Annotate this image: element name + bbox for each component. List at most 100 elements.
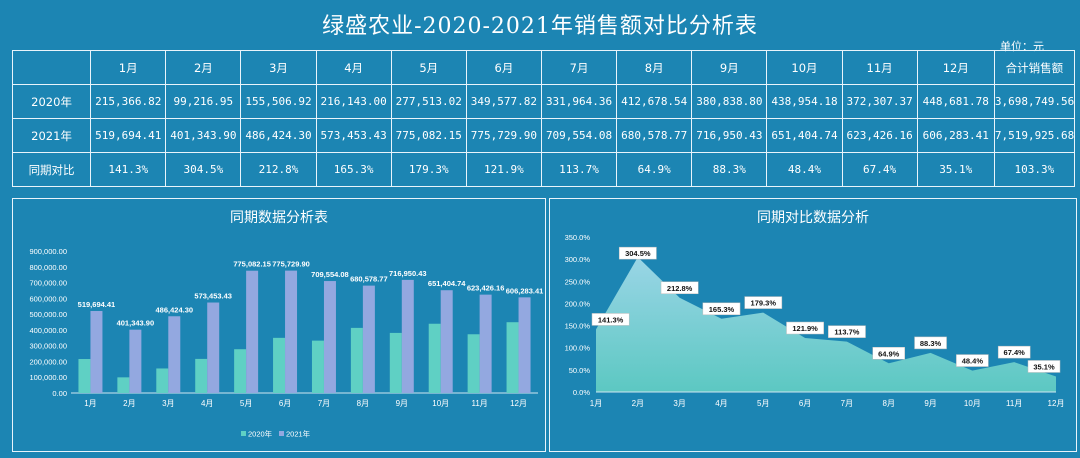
- bar-chart-panel: 同期数据分析表 0.00 100,000.00 200,000.00 300,000.…: [12, 198, 546, 452]
- bar-2021年: [207, 302, 220, 393]
- x-tick-label: 10月: [432, 399, 449, 408]
- x-tick-label: 7月: [318, 399, 330, 408]
- data-label: 141.3%: [598, 315, 624, 324]
- table-cell: 775,729.90: [465, 118, 542, 153]
- bar-2021年: [246, 270, 259, 393]
- table-row-yoy: 同期对比 141.3% 304.5% 212.8% 165.3% 179.3% …: [11, 152, 1076, 187]
- x-tick-label: 3月: [673, 399, 685, 408]
- table-cell: 372,307.37: [841, 84, 918, 119]
- table-cell: 141.3%: [90, 152, 167, 187]
- legend-swatch: [279, 431, 284, 436]
- data-label: 519,694.41: [78, 300, 116, 309]
- table-cell: 775,082.15: [390, 118, 467, 153]
- table-row-2021: 2021年 519,694.41 401,343.90 486,424.30 5…: [11, 118, 1076, 153]
- bar-2021年: [518, 297, 531, 393]
- unit-label: 单位：元: [1000, 40, 1044, 53]
- table-cell: 519,694.41: [90, 118, 167, 153]
- x-tick-label: 1月: [84, 399, 96, 408]
- data-label: 716,950.43: [389, 269, 427, 278]
- x-tick-label: 5月: [240, 399, 252, 408]
- table-cell: 99,216.95: [165, 84, 242, 119]
- y-tick-label: 500,000.00: [29, 310, 67, 319]
- table-cell: 709,554.08: [540, 118, 618, 153]
- bar-2020年: [311, 340, 324, 393]
- table-cell: 48.4%: [766, 152, 843, 187]
- header-cell: 4月: [315, 50, 392, 85]
- sales-table: 1月 2月 3月 4月 5月 6月 7月 8月 9月 10月 11月 12月 合…: [11, 50, 1076, 187]
- y-tick-label: 250.0%: [565, 277, 591, 286]
- header-cell: 1月: [90, 50, 167, 85]
- data-label: 165.3%: [709, 305, 735, 314]
- y-tick-label: 0.00: [52, 389, 67, 398]
- table-cell: 212.8%: [240, 152, 317, 187]
- table-cell: 486,424.30: [240, 118, 317, 153]
- bar-2021年: [440, 290, 453, 393]
- y-tick-label: 150.0%: [565, 322, 591, 331]
- table-cell: 7,519,925.68: [993, 118, 1076, 153]
- data-label: 709,554.08: [311, 270, 349, 279]
- y-tick-label: 100,000.00: [29, 373, 67, 382]
- bar-2021年: [323, 281, 336, 393]
- data-label: 88.3%: [920, 339, 942, 348]
- header-cell: 6月: [465, 50, 542, 85]
- table-cell: 716,950.43: [691, 118, 768, 153]
- header-cell: 合计销售额: [993, 50, 1076, 85]
- y-tick-label: 800,000.00: [29, 263, 67, 272]
- data-label: 35.1%: [1033, 362, 1055, 371]
- y-tick-label: 200.0%: [565, 299, 591, 308]
- x-tick-label: 11月: [471, 399, 487, 408]
- x-tick-label: 6月: [799, 399, 811, 408]
- row-label: 同期对比: [11, 152, 92, 187]
- header-cell: 5月: [390, 50, 467, 85]
- x-tick-label: 2月: [123, 399, 135, 408]
- data-label-box: [618, 246, 657, 260]
- area-chart-panel: 同期对比数据分析 0.0% 50.0% 100.0% 150.0% 200.0% 250.…: [549, 198, 1077, 452]
- data-label: 179.3%: [751, 299, 777, 308]
- header-cell: 9月: [691, 50, 768, 85]
- data-label-box: [702, 302, 741, 316]
- table-cell: 64.9%: [616, 152, 693, 187]
- y-tick-label: 600,000.00: [29, 294, 67, 303]
- table-cell: 380,838.80: [691, 84, 768, 119]
- data-label-box: [744, 296, 783, 309]
- bar-2020年: [467, 334, 480, 393]
- x-tick-label: 1月: [590, 399, 602, 408]
- x-tick-label: 12月: [510, 399, 527, 408]
- bar-2020年: [156, 368, 169, 393]
- area-series: [596, 257, 1056, 392]
- table-cell: 67.4%: [841, 152, 918, 187]
- table-cell: 448,681.78: [916, 84, 995, 119]
- data-label: 486,424.30: [156, 305, 194, 314]
- bar-2020年: [195, 358, 208, 393]
- header-cell: 12月: [916, 50, 995, 85]
- table-cell: 277,513.02: [390, 84, 467, 119]
- data-label: 651,404.74: [428, 279, 466, 288]
- table-cell: 155,506.92: [240, 84, 317, 119]
- table-cell: 3,698,749.56: [993, 84, 1076, 119]
- y-tick-label: 900,000.00: [29, 247, 67, 256]
- table-cell: 438,954.18: [766, 84, 843, 119]
- bar-chart: 0.00 100,000.00 200,000.00 300,000.00 400,00…: [29, 247, 544, 439]
- bar-2020年: [273, 337, 286, 393]
- x-tick-label: 6月: [279, 399, 291, 408]
- table-cell: 680,578.77: [616, 118, 693, 153]
- bar-2020年: [428, 323, 441, 393]
- bar-2020年: [117, 377, 130, 393]
- bar-2021年: [401, 279, 414, 393]
- table-cell: 165.3%: [315, 152, 392, 187]
- bar-2020年: [78, 359, 91, 393]
- bar-2021年: [479, 294, 492, 393]
- y-tick-label: 50.0%: [569, 366, 591, 375]
- data-label-box: [1027, 360, 1061, 373]
- bar-2020年: [350, 327, 363, 393]
- data-label-box: [997, 345, 1031, 359]
- x-tick-label: 2月: [632, 399, 644, 408]
- x-tick-label: 4月: [715, 399, 727, 408]
- table-cell: 113.7%: [540, 152, 618, 187]
- bar-2021年: [168, 316, 181, 393]
- data-label: 113.7%: [834, 328, 859, 337]
- data-label-box: [828, 325, 866, 338]
- table-cell: 606,283.41: [916, 118, 995, 153]
- table-row-2020: 2020年 215,366.82 99,216.95 155,506.92 21…: [11, 84, 1076, 119]
- data-label: 606,283.41: [506, 286, 544, 295]
